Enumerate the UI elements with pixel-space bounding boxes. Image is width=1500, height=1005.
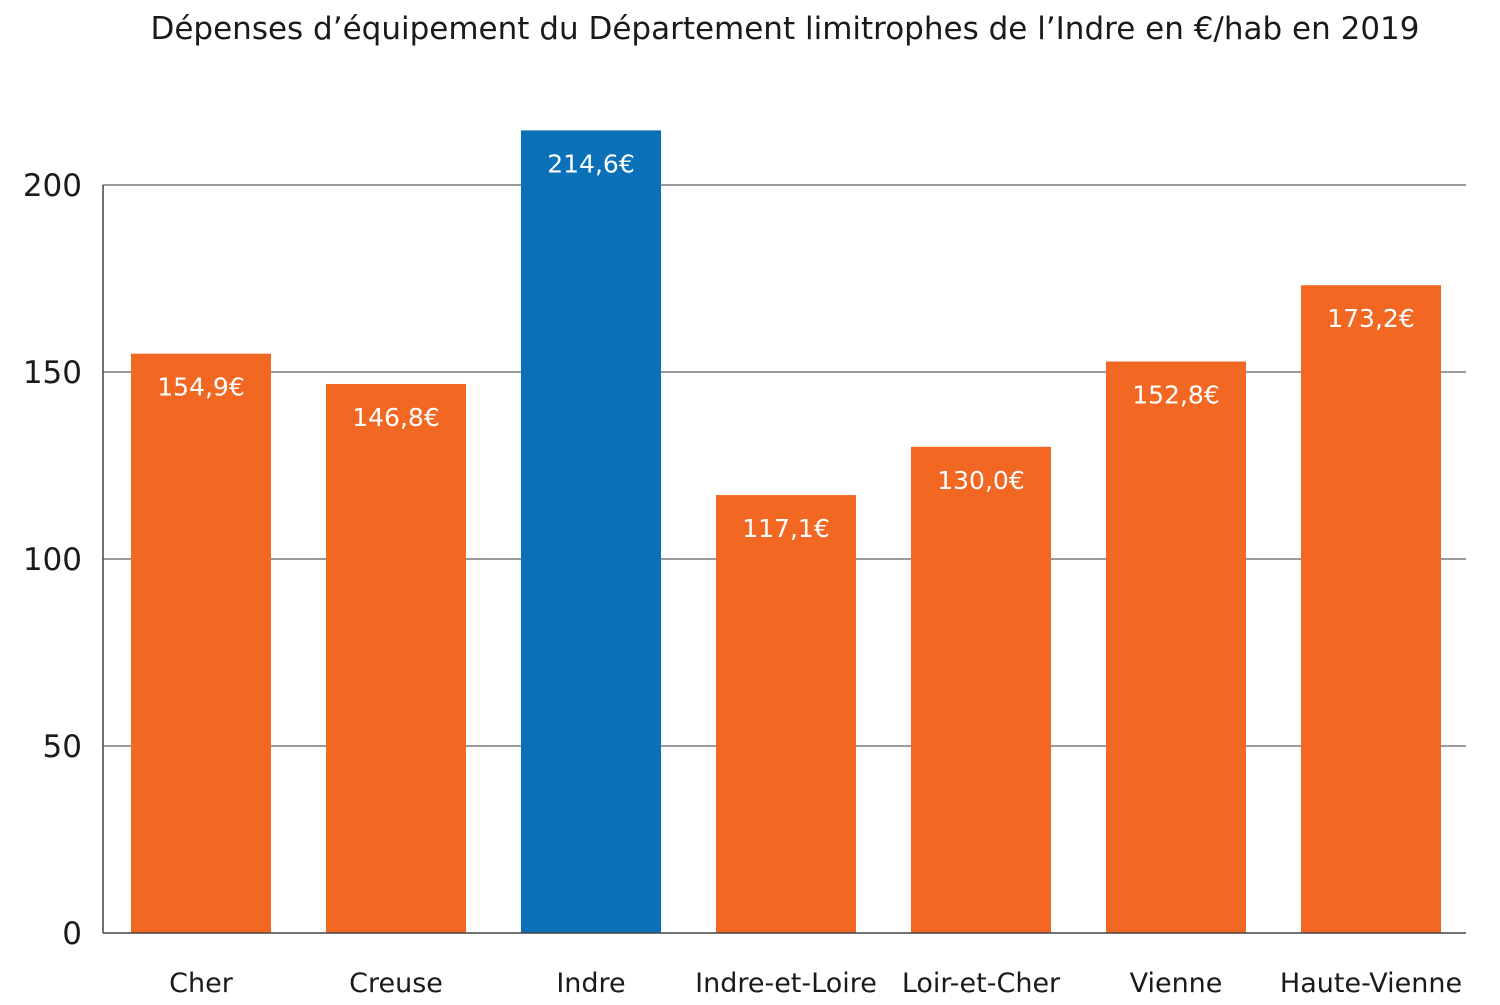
y-tick-label: 50 bbox=[43, 729, 82, 765]
y-tick-label: 200 bbox=[23, 168, 82, 204]
bars bbox=[131, 130, 1441, 933]
x-category-label: Indre bbox=[556, 968, 625, 999]
labels: 0 50 100 150 200 154,9€ Cher 146,8€ Creuse 214,6€… bbox=[23, 149, 1462, 999]
x-category-label: Indre-et-Loire bbox=[695, 968, 877, 999]
bar-creuse bbox=[326, 383, 466, 933]
bar-loir-et-cher bbox=[911, 446, 1051, 933]
y-tick-label: 150 bbox=[23, 355, 82, 391]
y-tick-label: 0 bbox=[62, 916, 82, 952]
x-category-label: Vienne bbox=[1130, 968, 1223, 999]
bar-cher bbox=[131, 353, 271, 933]
x-category-label: Loir-et-Cher bbox=[902, 968, 1061, 999]
bar-haute-vienne bbox=[1301, 285, 1441, 933]
data-label: 173,2€ bbox=[1327, 304, 1414, 333]
x-category-label: Cher bbox=[169, 968, 234, 999]
bar-indre-et-loire bbox=[716, 495, 856, 933]
bar-indre bbox=[521, 130, 661, 933]
x-category-label: Creuse bbox=[349, 968, 443, 999]
bar-vienne bbox=[1106, 361, 1246, 933]
y-tick-label: 100 bbox=[23, 542, 82, 578]
x-category-label: Haute-Vienne bbox=[1280, 968, 1462, 999]
data-label: 117,1€ bbox=[742, 514, 829, 543]
axes bbox=[102, 185, 1466, 934]
chart-title: Dépenses d’équipement du Département lim… bbox=[150, 11, 1420, 47]
data-label: 130,0€ bbox=[937, 466, 1024, 495]
data-label: 146,8€ bbox=[352, 403, 439, 432]
data-label: 154,9€ bbox=[157, 373, 244, 402]
data-label: 214,6€ bbox=[547, 149, 634, 178]
data-label: 152,8€ bbox=[1132, 381, 1219, 410]
